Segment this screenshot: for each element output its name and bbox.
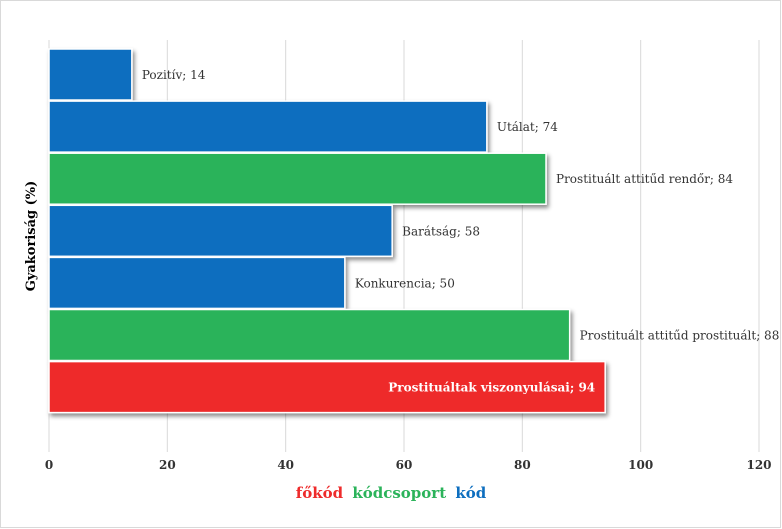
bars [48,48,606,414]
data-label: Barátság; 58 [402,224,480,238]
x-tick-label: 0 [45,458,53,472]
bar [48,100,488,153]
bar [48,308,571,362]
data-label: Pozitív; 14 [142,68,206,82]
x-tick-label: 20 [159,458,176,472]
legend-fokod: főkód [295,484,344,502]
legend-kod: kód [455,484,487,502]
x-tick-label: 40 [277,458,294,472]
bar [48,48,133,101]
data-label: Utálat; 74 [497,120,558,134]
x-tick-label: 100 [628,458,653,472]
x-tick-labels: 0 20 40 60 80 100 120 [45,458,772,472]
data-label: Konkurencia; 50 [355,276,455,290]
bar [48,256,346,310]
bar [48,152,547,205]
bar [48,360,606,414]
legend: főkód kódcsoport kód [0,484,782,502]
legend-kodcsoport: kódcsoport [352,484,447,502]
bar [48,204,393,258]
x-tick-label: 120 [746,458,771,472]
x-tick-label: 60 [396,458,413,472]
data-label: Prostituáltak viszonyulásai; 94 [388,381,595,395]
x-tick-label: 80 [514,458,531,472]
y-axis-label: Gyakoriság (%) [24,181,39,292]
data-label: Prostituált attitűd prostituált; 88 [580,329,780,343]
data-labels: Pozitív; 14 Utálat; 74 Prostituált attitűd… [142,68,780,395]
data-label: Prostituált attitűd rendőr; 84 [556,172,733,186]
